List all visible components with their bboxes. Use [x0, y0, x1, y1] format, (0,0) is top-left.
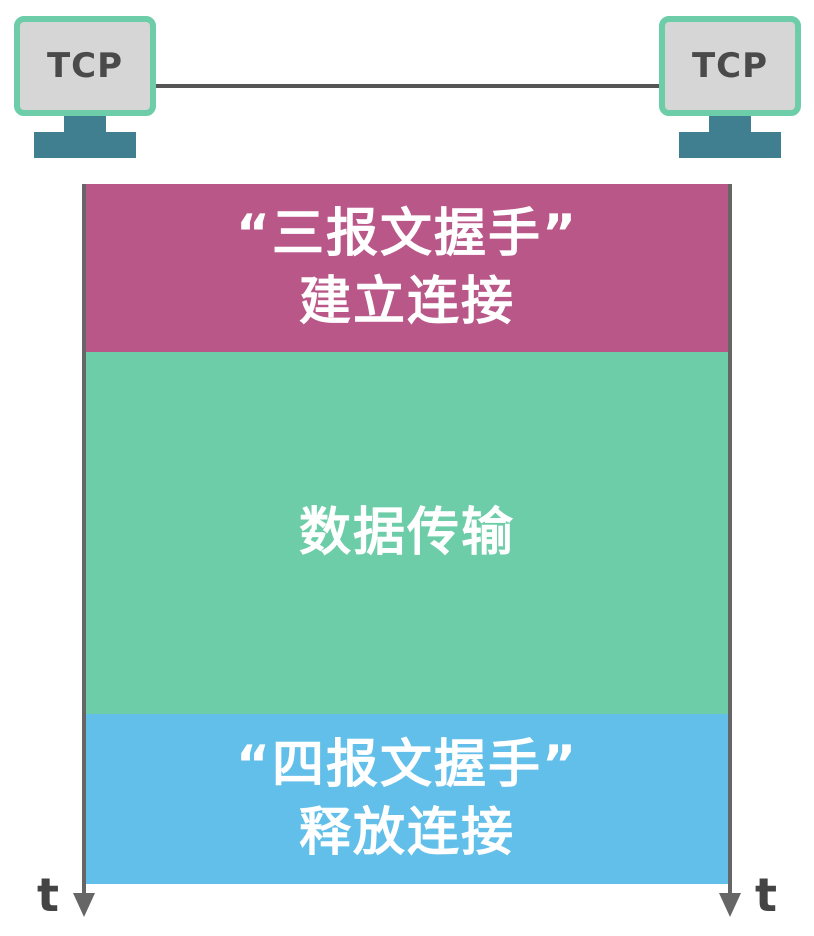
right-axis-arrow-icon [719, 893, 741, 917]
transfer-title: 数据传输 [298, 503, 515, 563]
host-connection-line [156, 84, 659, 88]
right-time-axis [728, 184, 732, 896]
release-title: “四报文握手” [235, 735, 579, 795]
left-axis-label: t [37, 868, 59, 922]
left-axis-arrow-icon [73, 893, 95, 917]
left-monitor-base [34, 132, 136, 158]
right-axis-label: t [755, 868, 777, 922]
release-phase-block: “四报文握手” 释放连接 [84, 714, 730, 884]
handshake-phase-block: “三报文握手” 建立连接 [84, 184, 730, 352]
left-host-label: TCP [46, 46, 124, 86]
handshake-subtitle: 建立连接 [298, 272, 515, 332]
right-monitor-screen: TCP [659, 16, 801, 116]
left-time-axis [82, 184, 86, 896]
handshake-title: “三报文握手” [235, 204, 579, 264]
left-monitor-neck [64, 116, 106, 132]
right-monitor-base [679, 132, 781, 158]
left-host-monitor: TCP [14, 16, 156, 158]
release-subtitle: 释放连接 [298, 803, 515, 863]
left-monitor-screen: TCP [14, 16, 156, 116]
right-monitor-neck [709, 116, 751, 132]
right-host-label: TCP [691, 46, 769, 86]
transfer-phase-block: 数据传输 [84, 352, 730, 714]
right-host-monitor: TCP [659, 16, 801, 158]
